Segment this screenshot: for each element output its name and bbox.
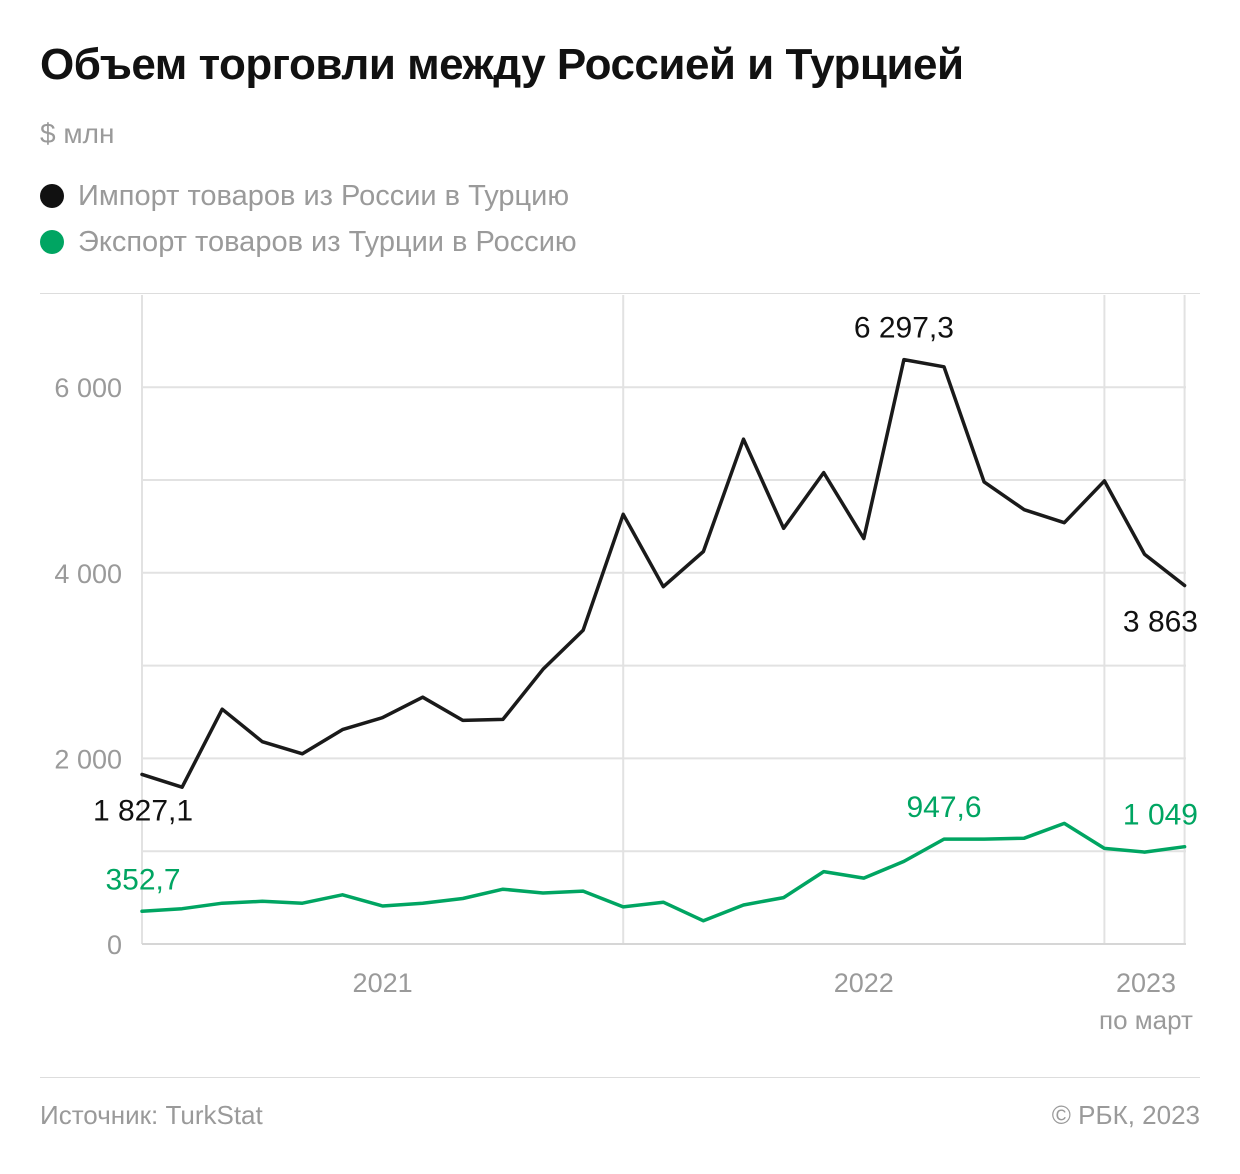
legend: Импорт товаров из России в Турцию Экспор… <box>40 176 577 268</box>
data-label: 1 049 <box>1123 799 1198 832</box>
x-tick-label: 2023 <box>1116 968 1176 998</box>
y-tick-label: 6 000 <box>54 373 122 403</box>
copyright-label: © РБК, 2023 <box>1051 1100 1200 1130</box>
top-divider <box>40 293 1200 294</box>
data-label: 352,7 <box>105 863 180 896</box>
data-label: 6 297,3 <box>854 312 954 345</box>
x-tick-sublabel: по март <box>1099 1005 1193 1035</box>
legend-label-import: Импорт товаров из России в Турцию <box>78 179 570 212</box>
chart-title: Объем торговли между Россией и Турцией <box>40 40 964 89</box>
legend-item-import: Импорт товаров из России в Турцию <box>40 176 577 216</box>
series-line-export <box>140 821 1187 923</box>
line-chart: 0 2 000 4 000 6 000 2021 2022 2023 по март 1 827… <box>54 295 1198 1035</box>
legend-label-export: Экспорт товаров из Турции в Россию <box>78 225 577 258</box>
x-tick-label: 2022 <box>834 968 894 998</box>
data-label: 1 827,1 <box>93 794 193 827</box>
y-tick-label: 2 000 <box>54 744 122 774</box>
y-tick-label: 4 000 <box>54 559 122 589</box>
source-label: Источник: TurkStat <box>40 1100 263 1130</box>
legend-item-export: Экспорт товаров из Турции в Россию <box>40 222 577 262</box>
data-label: 947,6 <box>906 791 981 824</box>
legend-dot-import <box>40 184 64 208</box>
data-label: 3 863 <box>1123 606 1198 639</box>
legend-dot-export <box>40 230 64 254</box>
unit-label: $ млн <box>40 118 115 149</box>
y-tick-label: 0 <box>107 930 122 960</box>
bottom-divider <box>40 1077 1200 1078</box>
series-line-import <box>140 357 1187 789</box>
x-tick-label: 2021 <box>353 968 413 998</box>
